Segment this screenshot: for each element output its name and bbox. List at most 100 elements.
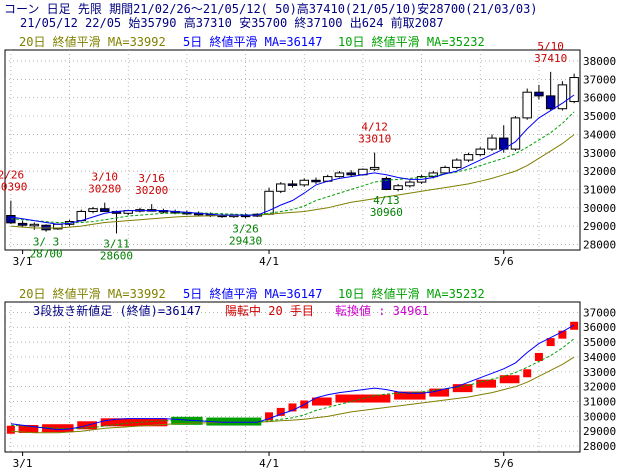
ma-line-ma20 [10, 134, 575, 229]
annotation-value: 29430 [229, 234, 262, 247]
annotation-value: 30960 [370, 206, 403, 219]
annotation-value: 33010 [358, 133, 391, 146]
annotation-date: 3/16 [138, 172, 165, 185]
renko-block [206, 417, 262, 426]
ma-line-ma10 [10, 111, 575, 224]
candle-body [299, 179, 309, 186]
annotation-date: 3/ 3 [33, 236, 60, 249]
candle-body [88, 208, 98, 212]
renko-turn-status: 陽転中 20 手目 [225, 303, 314, 318]
candle-body [522, 91, 532, 119]
renko-block [499, 375, 520, 384]
candle-body [487, 137, 497, 150]
plot-frame [4, 49, 581, 251]
legend-entry: 20日 終値平滑 MA=33992 [19, 34, 166, 49]
candle-body [6, 215, 16, 224]
y-tick-label: 37000 [583, 73, 616, 86]
annotation-date: 2/26 [0, 169, 24, 182]
y-tick-label: 34000 [583, 351, 616, 364]
y-tick-label: 36000 [583, 321, 616, 334]
ma-line-ma10 [10, 338, 575, 430]
y-tick-label: 30000 [583, 410, 616, 423]
legend-entry: 5日 終値平滑 MA=36147 [183, 286, 322, 301]
x-tick-label: 3/1 [13, 255, 33, 268]
annotation-date: 4/13 [373, 194, 400, 207]
renko-block [452, 384, 473, 393]
candle-body [557, 84, 568, 110]
candle-body [311, 179, 321, 183]
y-tick-label: 33000 [583, 366, 616, 379]
renko-block [265, 412, 274, 421]
legend-entry: 10日 終値平滑 MA=35232 [338, 34, 485, 49]
ma-line-ma20 [10, 356, 575, 434]
renko-block [18, 424, 39, 433]
y-tick-label: 34000 [583, 128, 616, 141]
y-tick-label: 32000 [583, 165, 616, 178]
y-tick-label: 30000 [583, 202, 616, 215]
y-tick-label: 29000 [583, 220, 616, 233]
candle-body [346, 172, 356, 176]
renko-block [311, 397, 332, 406]
y-tick-label: 33000 [583, 147, 616, 160]
y-tick-label: 35000 [583, 336, 616, 349]
y-tick-label: 35000 [583, 110, 616, 123]
candle-body [287, 183, 298, 186]
renko-switch-value: 転換値 : 34961 [335, 303, 429, 318]
annotation-date: 3/26 [232, 222, 259, 235]
ma-line-ma5 [10, 324, 575, 431]
candle-body [334, 172, 345, 178]
y-tick-label: 29000 [583, 425, 616, 438]
legend-entry: 10日 終値平滑 MA=35232 [338, 286, 485, 301]
x-tick-label: 3/1 [13, 457, 33, 470]
annotation-value: 28700 [30, 248, 63, 261]
renko-block [558, 330, 567, 339]
renko-block [476, 379, 496, 388]
renko-block [429, 388, 450, 397]
candle-body [17, 222, 28, 226]
legend-entry: 20日 終値平滑 MA=33992 [19, 286, 166, 301]
renko-block [288, 403, 297, 412]
renko-block [570, 321, 579, 330]
renko-block [534, 352, 543, 361]
candle-body [381, 177, 392, 190]
candle-body [100, 208, 110, 212]
candle-body [393, 185, 403, 190]
annotation-value: 37410 [534, 52, 567, 65]
candle-body [475, 148, 485, 156]
y-tick-label: 37000 [583, 306, 616, 319]
annotation-value: 28600 [100, 249, 133, 262]
candle-body [463, 154, 474, 161]
candle-body [545, 95, 556, 110]
candle-body [369, 166, 380, 170]
candle-body [29, 223, 40, 227]
renko-block [100, 418, 168, 427]
candle-body [276, 183, 286, 192]
candle-body [510, 117, 521, 150]
header-line-1: コーン 日足 先限 期間21/02/26～21/05/12( 50)高37410… [4, 1, 538, 16]
renko-block [6, 425, 15, 434]
y-tick-label: 31000 [583, 183, 616, 196]
x-tick-label: 4/1 [259, 255, 279, 268]
y-tick-label: 31000 [583, 396, 616, 409]
header-line-2: 21/05/12 22/05 始35790 高37310 安35700 終371… [20, 15, 444, 30]
annotation-date: 3/11 [103, 237, 130, 250]
annotation-value: 30200 [135, 184, 168, 197]
renko-subtitle: 3段抜き新値足 (終値)=36147 [33, 303, 201, 318]
renko-block [523, 369, 532, 378]
candle-body [405, 181, 415, 187]
candle-body [569, 77, 579, 103]
annotation-value: 30280 [88, 183, 121, 196]
plot-frame [4, 301, 581, 453]
x-tick-label: 4/1 [259, 457, 279, 470]
candle-body [534, 91, 544, 97]
y-tick-label: 36000 [583, 92, 616, 105]
x-tick-label: 5/6 [494, 255, 514, 268]
legend-entry: 5日 終値平滑 MA=36147 [183, 34, 322, 49]
ma-line-ma5 [10, 94, 575, 225]
annotation-date: 3/10 [91, 171, 118, 184]
renko-block [276, 407, 285, 416]
y-tick-label: 38000 [583, 55, 616, 68]
annotation-date: 4/12 [361, 121, 388, 134]
